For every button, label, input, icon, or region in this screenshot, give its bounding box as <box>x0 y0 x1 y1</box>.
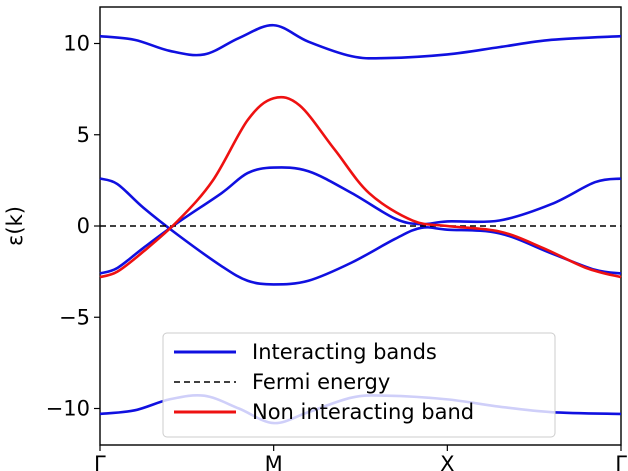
legend-label-noninteracting: Non interacting band <box>252 400 474 424</box>
series-0-curve-2 <box>99 166 622 275</box>
legend-box <box>162 332 556 438</box>
y-tick-label: 0 <box>77 214 90 238</box>
legend: Interacting bands Fermi energy Non inter… <box>162 332 556 438</box>
series-0-curve-1 <box>99 177 622 286</box>
series-2-curve-0 <box>99 95 622 279</box>
legend-label-fermi: Fermi energy <box>252 370 390 394</box>
x-tick-label: Γ <box>615 452 627 471</box>
x-tick-label: M <box>265 452 283 471</box>
y-tick-label: 10 <box>63 32 90 56</box>
series-0-curve-0 <box>99 23 622 60</box>
y-tick-label: −10 <box>46 397 90 421</box>
y-tick-label: −5 <box>59 305 90 329</box>
y-axis-ticks: −10 −5 0 5 10 <box>46 32 100 421</box>
x-tick-label: Γ <box>94 452 106 471</box>
y-tick-label: 5 <box>77 123 90 147</box>
y-axis-label: ε(k) <box>3 206 27 246</box>
legend-label-interacting: Interacting bands <box>252 340 437 364</box>
x-tick-label: X <box>440 452 454 471</box>
